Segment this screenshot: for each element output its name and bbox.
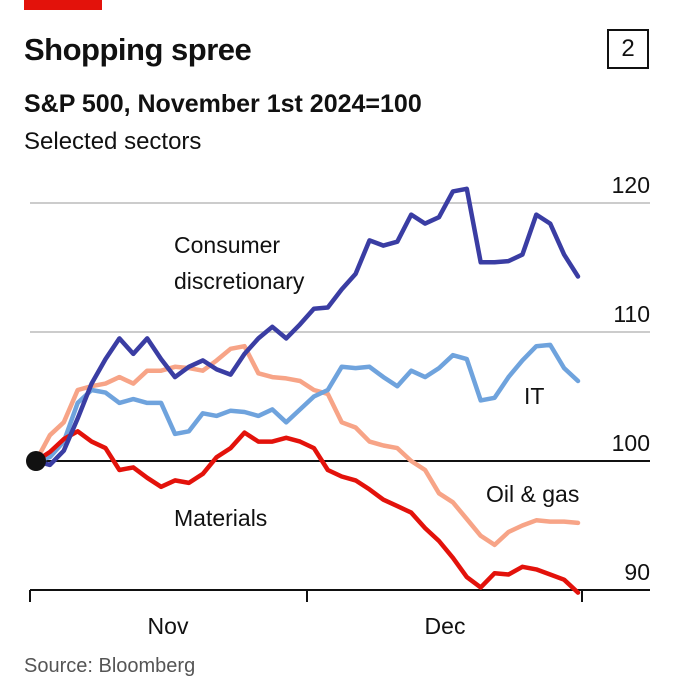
series-line xyxy=(33,343,581,548)
chart-title: Shopping spree xyxy=(24,32,252,67)
x-month-label: Nov xyxy=(148,613,189,639)
series-line xyxy=(33,186,581,468)
series-line xyxy=(33,429,581,595)
x-month-label: Dec xyxy=(425,613,466,639)
y-tick-label: 100 xyxy=(612,430,650,456)
source: Source: Bloomberg xyxy=(24,655,196,677)
series-label: IT xyxy=(524,383,545,409)
y-tick-label: 110 xyxy=(613,301,650,327)
subtitle: S&P 500, November 1st 2024=100 xyxy=(24,90,422,118)
brand-bar xyxy=(24,0,102,10)
subtitle: Selected sectors xyxy=(24,128,202,155)
y-tick-label: 90 xyxy=(624,559,650,585)
start-dot xyxy=(26,451,46,471)
series-label: Consumer discretionary xyxy=(174,232,305,294)
chart-number: 2 xyxy=(607,29,649,69)
series-line xyxy=(33,342,581,464)
series-label: Materials xyxy=(174,505,268,531)
y-tick-label: 120 xyxy=(612,172,650,198)
series-label: Oil & gas xyxy=(486,481,580,507)
